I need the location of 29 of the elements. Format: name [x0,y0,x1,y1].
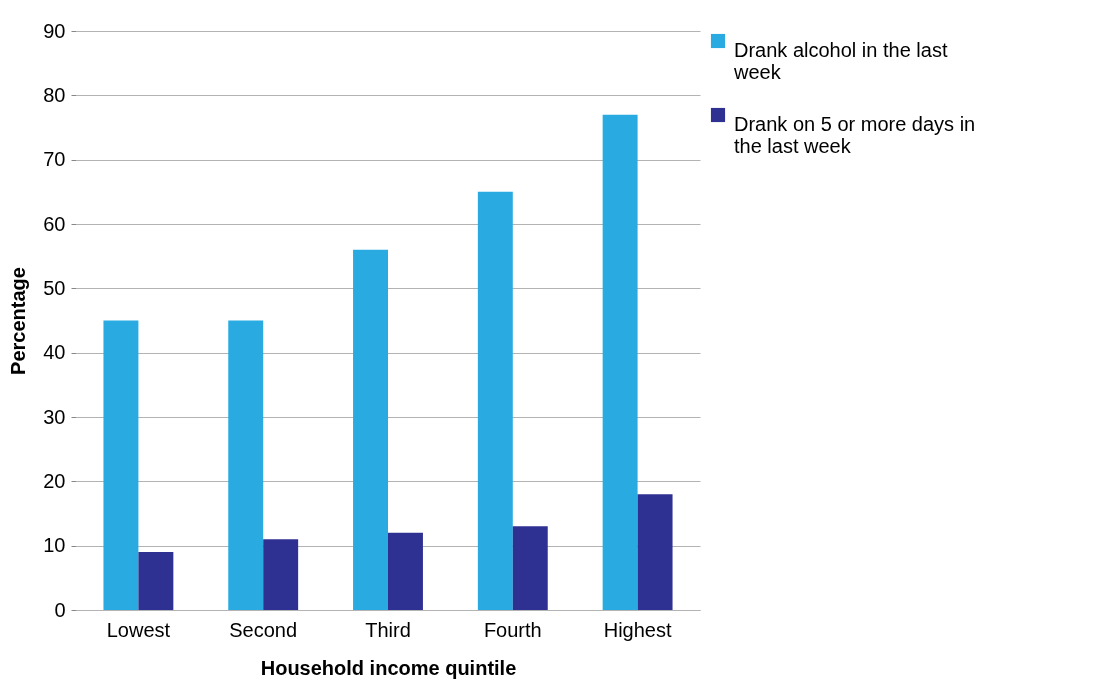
y-tick-label: 70 [43,148,66,171]
bar [263,539,299,610]
y-tick-label: 20 [43,469,66,492]
x-axis-title: Household income quintile [260,656,517,679]
bar [103,320,139,610]
bar [637,494,673,610]
bar [477,191,513,610]
bar [353,249,388,610]
y-tick-label: 80 [43,83,66,106]
bar [512,526,548,610]
x-tick-label: Lowest [106,618,171,641]
bar [388,532,423,610]
x-tick-label: Second [229,618,298,641]
y-axis-title: Percentage [7,267,30,375]
y-tick-label: 30 [43,405,66,428]
y-tick-label: 50 [43,276,66,299]
y-tick-label: 90 [43,19,66,42]
bar [228,320,264,610]
y-tick-label: 0 [54,598,66,621]
legend-label: Drank alcohol in the last week [733,39,948,83]
y-tick-label: 60 [43,212,66,235]
legend-label: Drank on 5 or more days in the last week [734,113,976,157]
x-tick-label: Fourth [483,618,542,641]
x-tick-label: Third [365,618,411,641]
y-tick-label: 10 [43,534,66,557]
y-tick-label: 40 [43,341,66,364]
bar [602,114,638,610]
x-tick-label: Highest [603,618,672,641]
bar [138,552,174,610]
